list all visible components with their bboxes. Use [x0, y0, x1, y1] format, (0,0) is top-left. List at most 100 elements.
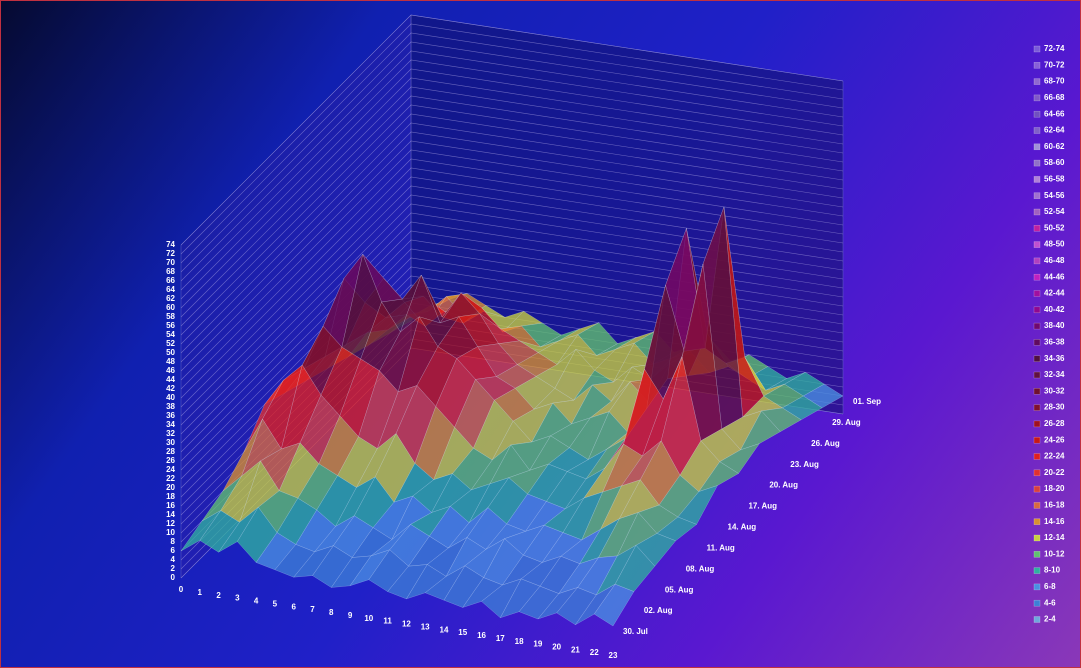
z-tick-label: 26 — [166, 456, 175, 465]
legend-label: 32-34 — [1044, 370, 1065, 379]
z-tick-label: 60 — [166, 303, 175, 312]
grid-line — [180, 113, 844, 345]
y-tick-label: 30. Jul — [623, 627, 648, 636]
legend-label: 70-72 — [1044, 60, 1065, 69]
grid-line — [180, 32, 844, 264]
legend-label: 30-32 — [1044, 386, 1065, 395]
legend-swatch — [1033, 599, 1041, 607]
legend-swatch — [1033, 78, 1041, 85]
x-tick-label: 9 — [348, 611, 353, 620]
legend-label: 24-26 — [1044, 435, 1065, 444]
legend-label: 40-42 — [1044, 305, 1065, 314]
z-tick-label: 64 — [166, 285, 175, 294]
z-tick-label: 72 — [166, 249, 175, 258]
legend-swatch — [1033, 616, 1041, 623]
legend-label: 2-4 — [1044, 615, 1056, 624]
surface-cell — [740, 410, 781, 451]
z-tick-label: 52 — [166, 339, 175, 348]
y-tick-label: 01. Sep — [853, 397, 881, 406]
legend-label: 16-18 — [1044, 501, 1065, 510]
legend-label: 8-10 — [1044, 566, 1061, 575]
legend-label: 18-20 — [1044, 484, 1065, 493]
z-tick-label: 54 — [166, 330, 175, 339]
legend-label: 46-48 — [1044, 256, 1065, 265]
legend-label: 58-60 — [1044, 158, 1065, 167]
z-tick-label: 36 — [166, 411, 175, 420]
legend-label: 6-8 — [1044, 582, 1056, 591]
y-tick-label: 23. Aug — [790, 460, 819, 469]
x-tick-label: 13 — [421, 622, 430, 631]
legend-swatch — [1033, 225, 1041, 232]
grid-line — [180, 23, 844, 255]
legend-swatch — [1033, 404, 1041, 411]
legend-swatch — [1033, 534, 1041, 542]
grid-line — [180, 149, 844, 381]
legend-swatch — [1033, 257, 1041, 265]
y-tick-label: 08. Aug — [686, 564, 715, 573]
legend-swatch — [1033, 45, 1041, 53]
legend-label: 54-56 — [1044, 191, 1065, 200]
z-tick-label: 56 — [166, 321, 175, 330]
legend-swatch — [1033, 143, 1041, 151]
x-tick-label: 23 — [609, 651, 618, 660]
grid-line — [180, 140, 844, 372]
legend-swatch — [1033, 192, 1041, 199]
grid-line — [180, 86, 844, 318]
legend-swatch — [1033, 62, 1041, 69]
legend-label: 62-64 — [1044, 126, 1065, 135]
x-tick-label: 19 — [533, 640, 542, 649]
legend-swatch — [1033, 241, 1041, 248]
y-tick-label: 29. Aug — [832, 418, 861, 427]
z-tick-label: 2 — [171, 564, 176, 573]
grid-line — [180, 14, 844, 246]
x-tick-label: 1 — [198, 588, 203, 597]
x-tick-label: 22 — [590, 648, 599, 657]
surface-cell — [614, 544, 656, 592]
grid-line — [180, 176, 844, 408]
z-tick-label: 66 — [166, 276, 175, 285]
legend-swatch — [1033, 306, 1041, 314]
x-tick-label: 4 — [254, 597, 259, 606]
grid-line — [180, 221, 844, 453]
legend-swatch — [1033, 339, 1041, 346]
surface-cell — [698, 461, 739, 493]
x-tick-label: 6 — [291, 602, 296, 611]
legend-swatch — [1033, 208, 1041, 216]
z-tick-label: 14 — [166, 510, 175, 519]
x-tick-label: 20 — [552, 643, 561, 652]
z-tick-label: 28 — [166, 447, 175, 456]
legend-swatch — [1033, 159, 1041, 167]
z-tick-label: 0 — [171, 573, 176, 582]
grid-line — [180, 203, 844, 435]
z-tick-label: 16 — [166, 501, 175, 510]
legend-label: 36-38 — [1044, 338, 1065, 347]
legend-swatch — [1033, 583, 1041, 591]
legend-label: 72-74 — [1044, 44, 1065, 53]
z-tick-label: 58 — [166, 312, 175, 321]
z-tick-label: 34 — [166, 420, 175, 429]
legend-swatch — [1033, 469, 1041, 477]
y-tick-label: 11. Aug — [707, 543, 735, 552]
z-tick-label: 50 — [166, 348, 175, 357]
x-tick-label: 10 — [364, 614, 373, 623]
x-tick-label: 15 — [458, 628, 467, 637]
z-tick-label: 38 — [166, 402, 175, 411]
grid-line — [180, 167, 844, 399]
x-tick-label: 16 — [477, 631, 486, 640]
y-tick-label: 17. Aug — [748, 502, 777, 511]
x-tick-label: 14 — [440, 625, 449, 634]
legend-label: 38-40 — [1044, 321, 1065, 330]
grid-line — [180, 77, 844, 309]
x-tick-label: 8 — [329, 608, 334, 617]
legend-swatch — [1033, 127, 1041, 134]
legend-label: 14-16 — [1044, 517, 1065, 526]
legend-label: 60-62 — [1044, 142, 1065, 151]
x-tick-label: 2 — [216, 591, 221, 600]
legend-label: 34-36 — [1044, 354, 1065, 363]
legend-label: 68-70 — [1044, 77, 1065, 86]
z-tick-label: 18 — [166, 492, 175, 501]
legend-swatch — [1033, 388, 1041, 395]
grid-line — [180, 122, 844, 354]
z-tick-label: 24 — [166, 465, 175, 474]
